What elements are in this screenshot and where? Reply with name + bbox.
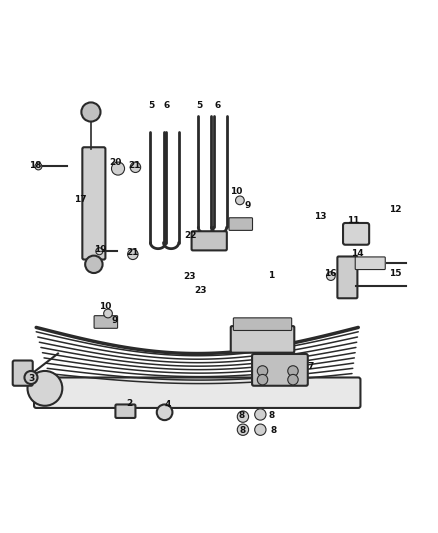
FancyBboxPatch shape <box>82 147 106 260</box>
Circle shape <box>257 366 268 376</box>
FancyBboxPatch shape <box>229 218 253 230</box>
Text: 15: 15 <box>389 269 402 278</box>
Text: 12: 12 <box>389 205 402 214</box>
FancyBboxPatch shape <box>94 316 117 328</box>
Text: 6: 6 <box>164 101 170 110</box>
Circle shape <box>288 366 298 376</box>
Text: 18: 18 <box>29 161 42 170</box>
FancyBboxPatch shape <box>13 360 33 386</box>
Text: 14: 14 <box>351 249 364 258</box>
Text: 10: 10 <box>99 302 111 311</box>
Text: 23: 23 <box>194 286 207 295</box>
Circle shape <box>236 196 244 205</box>
Circle shape <box>127 249 138 260</box>
Text: 8: 8 <box>270 426 276 435</box>
Text: 6: 6 <box>214 101 220 110</box>
FancyBboxPatch shape <box>116 405 135 418</box>
Text: 19: 19 <box>94 246 107 254</box>
Circle shape <box>81 102 100 122</box>
FancyBboxPatch shape <box>343 223 369 245</box>
FancyBboxPatch shape <box>252 354 308 386</box>
Text: 22: 22 <box>184 231 197 240</box>
Text: 3: 3 <box>29 374 35 383</box>
Text: 4: 4 <box>164 400 171 409</box>
Text: 2: 2 <box>127 399 133 408</box>
Circle shape <box>237 424 249 435</box>
Text: 21: 21 <box>128 161 141 170</box>
Circle shape <box>96 248 103 255</box>
Text: 13: 13 <box>314 212 326 221</box>
Circle shape <box>130 162 141 173</box>
FancyBboxPatch shape <box>231 326 294 353</box>
Text: 20: 20 <box>110 158 122 167</box>
Circle shape <box>254 424 266 435</box>
FancyBboxPatch shape <box>34 377 360 408</box>
FancyBboxPatch shape <box>337 256 357 298</box>
Text: 16: 16 <box>324 269 337 278</box>
Text: 17: 17 <box>74 195 87 204</box>
Text: 1: 1 <box>268 271 274 280</box>
Circle shape <box>257 375 268 385</box>
Text: 8: 8 <box>240 426 246 435</box>
Circle shape <box>112 162 124 175</box>
Text: 9: 9 <box>244 201 251 210</box>
Circle shape <box>326 272 335 280</box>
Text: 8: 8 <box>269 411 275 421</box>
Text: 5: 5 <box>196 101 202 110</box>
Text: 7: 7 <box>307 362 314 371</box>
Circle shape <box>104 309 113 318</box>
FancyBboxPatch shape <box>355 257 385 270</box>
FancyBboxPatch shape <box>191 231 227 251</box>
Text: 21: 21 <box>127 248 139 257</box>
Text: 8: 8 <box>239 411 245 421</box>
Circle shape <box>25 371 38 384</box>
Circle shape <box>35 163 42 170</box>
Circle shape <box>157 405 173 420</box>
Text: 10: 10 <box>230 187 243 196</box>
Circle shape <box>288 375 298 385</box>
Text: 5: 5 <box>148 101 155 110</box>
Text: 11: 11 <box>347 216 359 225</box>
Text: 9: 9 <box>111 317 118 326</box>
Circle shape <box>28 371 62 406</box>
Circle shape <box>85 256 102 273</box>
Circle shape <box>237 411 249 422</box>
Text: 23: 23 <box>183 272 196 281</box>
Circle shape <box>254 409 266 420</box>
FancyBboxPatch shape <box>233 318 292 330</box>
